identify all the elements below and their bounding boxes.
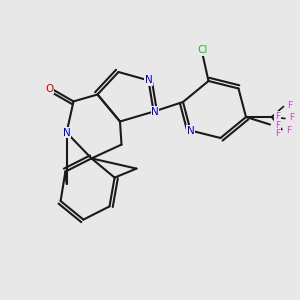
Text: F: F <box>289 113 294 122</box>
Text: N: N <box>145 75 152 85</box>
Text: N: N <box>187 125 194 136</box>
Text: F: F <box>275 112 280 121</box>
Text: Cl: Cl <box>197 45 208 56</box>
Text: F: F <box>287 101 293 110</box>
Text: N: N <box>151 106 159 117</box>
Text: F: F <box>275 121 280 130</box>
Text: F: F <box>275 129 280 138</box>
Text: N: N <box>63 128 70 138</box>
Text: O: O <box>45 83 54 94</box>
Text: F: F <box>286 126 292 135</box>
